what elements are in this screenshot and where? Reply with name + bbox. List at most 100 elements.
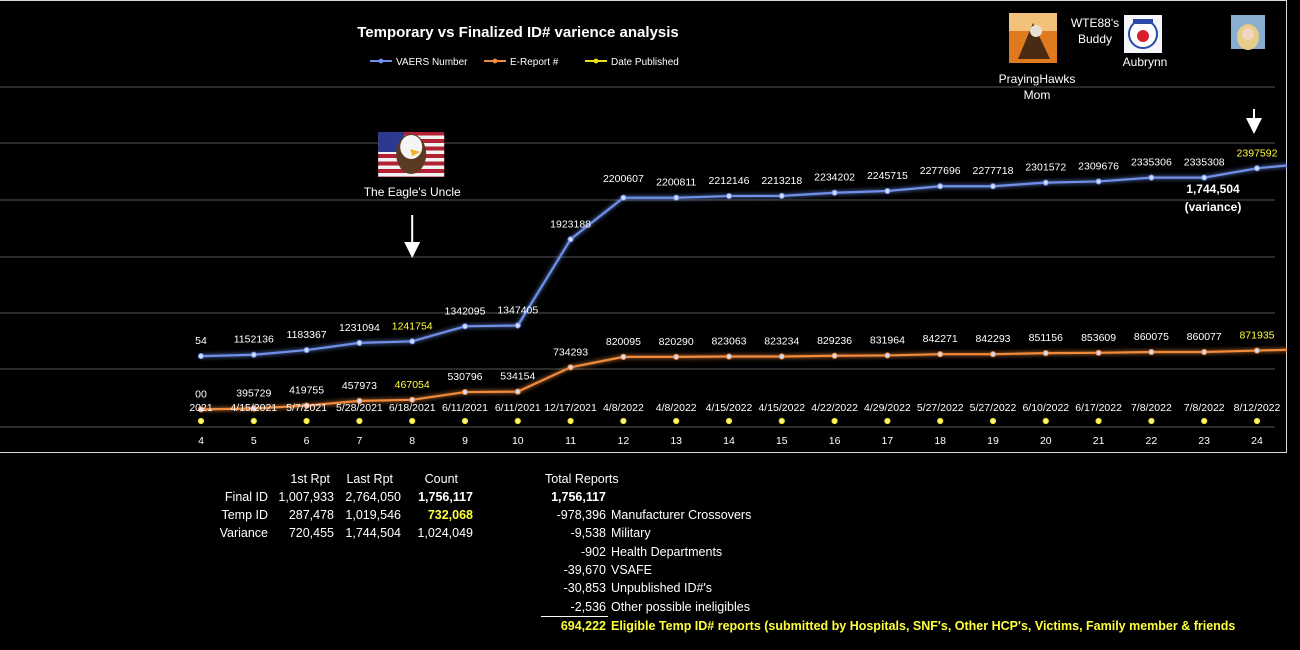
x-axis: 202144/15/202155/7/202165/28/202176/18/2… <box>189 402 1287 447</box>
x-tick-label: 6 <box>304 435 310 447</box>
series-layer: 54 1152136 1183367 1231094 1241754 1342095 134… <box>195 147 1287 425</box>
data-point <box>1201 174 1208 181</box>
x-date-label: 4/15/2022 <box>706 402 753 414</box>
data-point <box>197 353 205 360</box>
data-point <box>673 417 680 425</box>
data-label: 871935 <box>1239 330 1274 342</box>
annotation-label: Mom <box>1024 88 1051 102</box>
data-point <box>884 352 891 359</box>
x-date-label: 9/16/2022 <box>1286 402 1287 414</box>
x-tick-label: 18 <box>934 435 946 447</box>
data-label: 823063 <box>711 336 746 348</box>
x-date-label: 5/27/2022 <box>917 402 964 414</box>
annotation-label: PrayingHawks <box>999 72 1076 86</box>
pfizer-badge-image <box>1124 15 1162 53</box>
data-point <box>937 351 944 358</box>
data-point <box>303 402 310 409</box>
x-tick-label: 4 <box>198 435 204 447</box>
data-label: 851156 <box>1029 332 1063 344</box>
data-point <box>1042 417 1049 425</box>
data-label: 842271 <box>923 333 958 345</box>
breakdown-value: 694,222 <box>560 619 606 633</box>
x-tick-label: 15 <box>776 435 788 447</box>
row-count: 1,756,117 <box>418 490 473 504</box>
legend-label: VAERS Number <box>396 57 468 68</box>
variance-label: 1,744,504 <box>1186 182 1240 196</box>
x-tick-label: 19 <box>987 435 999 447</box>
row-last: 1,019,546 <box>345 508 401 522</box>
gridlines <box>0 86 1275 428</box>
data-point <box>778 192 785 199</box>
data-point <box>1042 179 1049 186</box>
data-point <box>673 194 680 201</box>
data-label: 829236 <box>817 335 852 347</box>
data-point <box>884 417 891 425</box>
data-point <box>1095 349 1102 356</box>
x-date-label: 5/7/2021 <box>286 402 327 414</box>
x-tick-label: 5 <box>251 435 257 447</box>
data-point <box>725 353 733 360</box>
data-point <box>567 417 574 425</box>
hawk-image <box>1009 13 1057 63</box>
x-date-label: 4/8/2022 <box>603 402 644 414</box>
data-point <box>197 417 205 425</box>
data-label: 2397592 <box>1237 147 1278 159</box>
chart-frame: Temporary vs Finalized ID# varience anal… <box>0 0 1287 453</box>
data-label: 1241754 <box>392 320 433 332</box>
data-point <box>1148 348 1155 356</box>
data-point <box>250 417 257 425</box>
data-point <box>1253 165 1261 172</box>
breakdown-value: -9,538 <box>570 526 606 540</box>
data-point <box>620 194 627 201</box>
row-label: Final ID <box>224 490 268 504</box>
legend-marker <box>378 58 384 64</box>
data-label: 534154 <box>500 371 535 383</box>
data-point <box>1148 174 1155 181</box>
data-label: 2212146 <box>709 175 750 187</box>
data-label: 831964 <box>870 334 905 346</box>
line-chart: Temporary vs Finalized ID# varience anal… <box>0 13 1287 447</box>
x-tick-label: 9 <box>462 435 468 447</box>
breakdown-label: Other possible ineligibles <box>611 600 750 614</box>
data-point <box>1095 178 1102 185</box>
data-point <box>461 388 469 396</box>
breakdown-label: Eligible Temp ID# reports (submitted by … <box>611 619 1236 633</box>
x-tick-label: 16 <box>829 435 841 447</box>
x-tick-label: 22 <box>1146 435 1158 447</box>
data-point <box>303 417 310 425</box>
x-date-label: 4/8/2022 <box>656 402 697 414</box>
x-tick-label: 7 <box>356 435 362 447</box>
x-date-label: 6/11/2021 <box>442 402 488 414</box>
data-point <box>409 396 416 403</box>
eagle-flag-image <box>378 132 445 177</box>
row-first: 1,007,933 <box>278 490 334 504</box>
data-label: 1342095 <box>445 305 486 317</box>
x-date-label: 12/17/2021 <box>544 402 597 414</box>
data-label: 419755 <box>289 385 324 397</box>
x-date-label: 7/8/2022 <box>1184 402 1225 414</box>
data-label: 2234202 <box>814 172 855 184</box>
data-label: 853609 <box>1081 332 1116 344</box>
variance-label: (variance) <box>1185 200 1242 214</box>
breakdown-label: Unpublished ID#'s <box>611 581 713 595</box>
data-point <box>356 339 363 347</box>
data-label: 820095 <box>606 336 641 348</box>
data-point <box>989 417 997 425</box>
x-tick-label: 20 <box>1040 435 1052 447</box>
data-label: 467054 <box>395 379 430 391</box>
data-point <box>989 183 997 190</box>
x-tick-label: 12 <box>618 435 630 447</box>
x-date-label: 4/29/2022 <box>864 402 911 414</box>
row-count: 1,024,049 <box>417 526 473 540</box>
annotation-label: The Eagle's Uncle <box>364 185 461 199</box>
data-point <box>1201 417 1208 425</box>
data-point <box>409 338 416 345</box>
x-date-label: 2021 <box>189 402 213 414</box>
row-last: 2,764,050 <box>345 490 401 504</box>
data-label: 1231094 <box>339 322 380 334</box>
row-last: 1,744,504 <box>345 526 401 540</box>
breakdown-label: VSAFE <box>611 563 652 577</box>
data-label: 2213218 <box>761 175 802 187</box>
legend-marker <box>492 58 498 64</box>
x-tick-label: 11 <box>565 435 576 447</box>
